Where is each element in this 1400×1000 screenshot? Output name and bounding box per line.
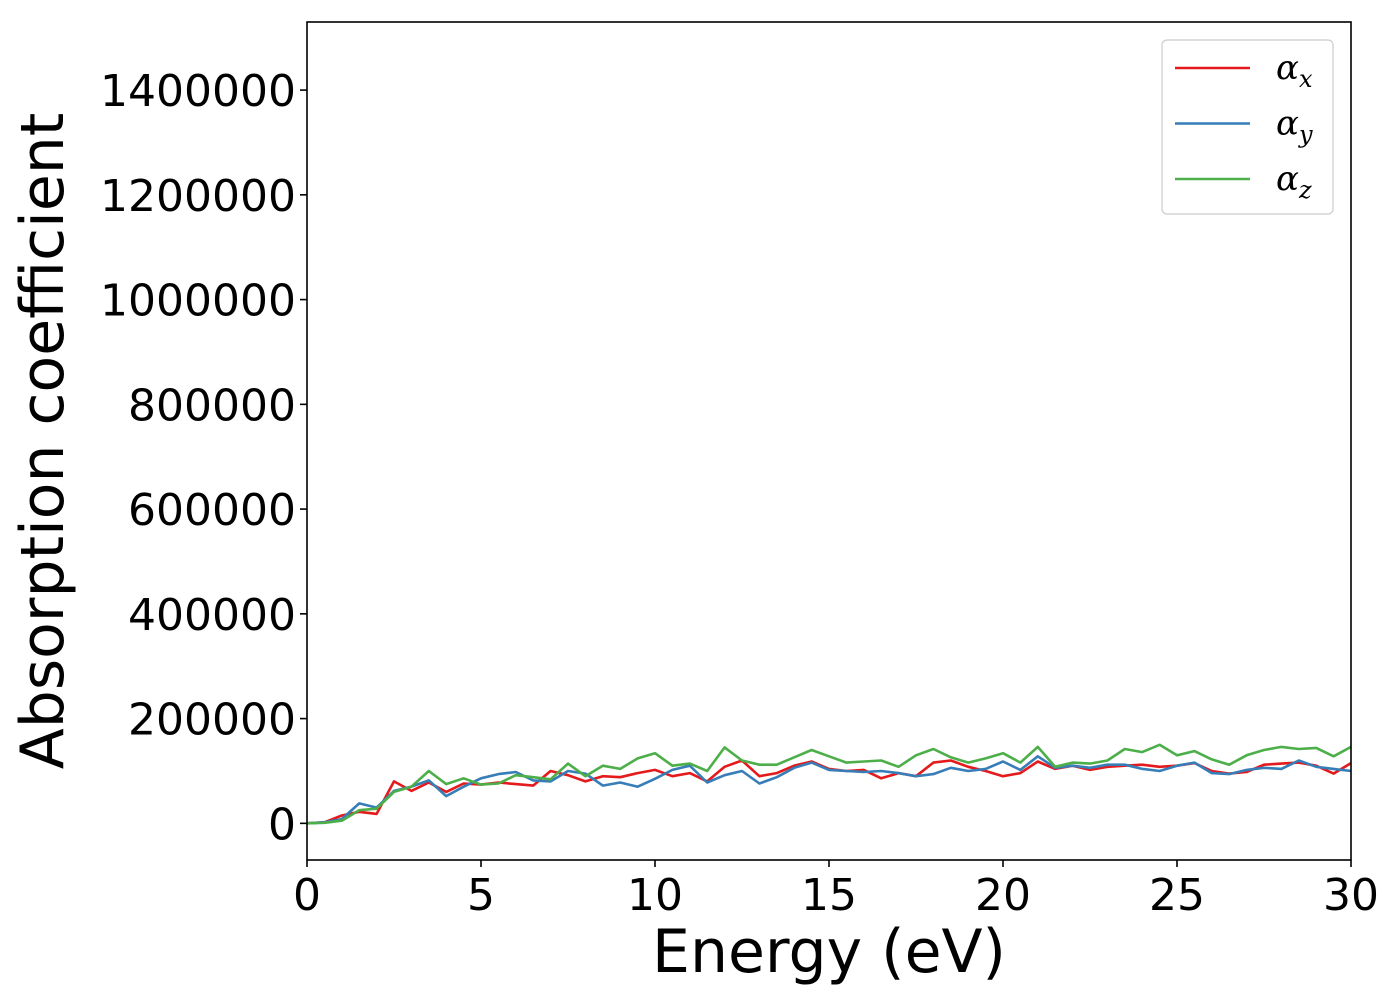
x-axis-ticks: 0 5 10 15 20 25 30 (293, 860, 1379, 921)
legend-symbol: α (1276, 104, 1299, 144)
x-tick-label: 30 (1323, 870, 1379, 921)
y-tick-label: 400000 (128, 590, 296, 641)
x-tick-label: 20 (975, 870, 1031, 921)
legend-label-x: αx (1276, 48, 1313, 93)
x-tick-label: 5 (467, 870, 495, 921)
legend-symbol: α (1276, 48, 1299, 88)
legend-subscript: z (1298, 176, 1312, 204)
legend-label-y: αy (1276, 104, 1313, 149)
x-tick-label: 0 (293, 870, 321, 921)
legend-subscript: y (1298, 121, 1313, 149)
y-tick-label: 600000 (128, 485, 296, 536)
y-tick-label: 1200000 (100, 171, 296, 222)
y-axis-ticks: 0 200000 400000 600000 800000 1000000 1200000 1… (100, 66, 307, 850)
y-tick-label: 1400000 (100, 66, 296, 117)
x-tick-label: 15 (801, 870, 857, 921)
legend-symbol: α (1276, 159, 1299, 199)
y-tick-label: 0 (268, 799, 296, 850)
legend-label-z: αz (1276, 159, 1312, 204)
series-layer (306, 743, 1352, 825)
x-tick-label: 25 (1149, 870, 1205, 921)
legend-subscript: x (1299, 65, 1313, 93)
y-axis-label: Absorption coefficient (8, 113, 78, 770)
series-line-y (306, 754, 1352, 825)
legend-box (1161, 39, 1334, 215)
y-tick-label: 1000000 (100, 276, 296, 327)
series-line-z (306, 743, 1352, 825)
y-tick-label: 200000 (128, 695, 296, 746)
y-tick-label: 800000 (128, 380, 296, 431)
x-tick-label: 10 (627, 870, 683, 921)
x-axis-label: Energy (eV) (652, 917, 1006, 987)
